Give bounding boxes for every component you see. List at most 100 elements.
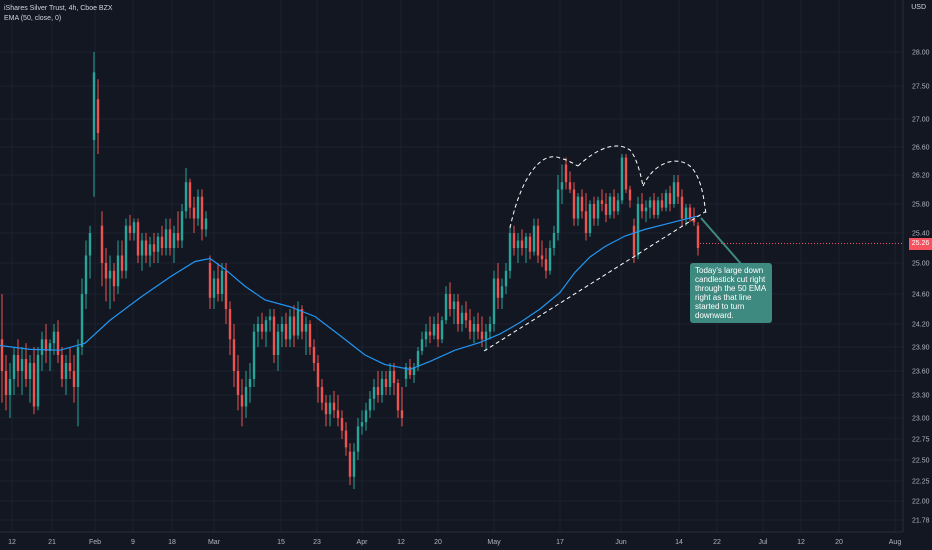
candle-body [240,395,244,407]
y-tick-label: 26.20 [912,173,930,180]
candle-body [696,225,700,248]
candle-body [500,286,504,298]
candle-body [504,270,508,287]
candle-body [616,200,620,212]
candle-body [408,367,412,375]
x-tick-label: 18 [168,539,176,546]
candle-body [248,379,252,387]
candle-body [332,402,336,411]
candle-body [580,196,584,212]
candle-body [432,324,436,336]
candle-body [60,355,64,379]
candle-body [84,255,88,294]
candle-body [556,189,560,233]
candle-body [104,263,108,279]
candle-body [268,316,272,321]
candle-body [52,331,56,344]
candle-body [64,363,68,379]
candle-body [4,371,8,395]
candle-body [80,294,84,347]
chart-legend: iShares Silver Trust, 4h, Cboe BZX EMA (… [4,4,113,24]
candle-body [44,339,48,351]
candle-body [624,157,628,190]
candle-body [456,301,460,324]
x-tick-label: Jul [759,539,768,546]
candle-body [112,270,116,287]
candle-body [32,363,36,407]
candle-body [604,204,608,215]
x-tick-label: 12 [797,539,805,546]
candle-body [280,324,284,332]
y-tick-label: 24.20 [912,322,930,329]
x-tick-label: 9 [131,539,135,546]
candle-body [20,359,24,371]
candle-body [628,189,632,201]
candle-body [380,379,384,395]
candle-body [668,193,672,204]
candle-body [224,270,228,309]
candle-body [96,99,100,133]
candle-body [12,355,16,379]
candle-body [488,324,492,332]
y-tick-label: 25.00 [912,261,930,268]
candle-body [40,339,44,355]
candle-body [496,278,500,298]
candle-body [260,324,264,332]
candle-body [464,312,468,321]
candle-body [508,233,512,271]
candle-body [416,351,420,367]
candle-body [452,301,456,309]
left-shoulder-arc [509,156,579,229]
candle-body [516,240,520,248]
candle-body [340,418,344,431]
candle-body [672,182,676,204]
candle-body [520,240,524,248]
candle-body [172,233,176,248]
y-tick-label: 22.75 [912,437,930,444]
x-tick-label: 12 [8,539,16,546]
candle-body [364,410,368,423]
candle-body [188,182,192,208]
candle-body [448,294,452,309]
candle-body [532,225,536,252]
candle-body [256,324,260,332]
candle-body [312,347,316,363]
candle-body [200,196,204,230]
candle-body [372,387,376,399]
candle-body [544,259,548,271]
candle-body [8,379,12,395]
candle-body [180,211,184,241]
candle-body [308,324,312,347]
candle-body [304,324,308,332]
candle-body [232,339,236,371]
candle-body [132,222,136,233]
x-tick-label: 21 [48,539,56,546]
candle-body [168,229,172,248]
candle-body [164,229,168,248]
candle-body [176,233,180,241]
candle-body [148,244,152,256]
x-tick-label: May [487,539,501,546]
candle-body [664,193,668,208]
candle-body [620,157,624,201]
annotation-callout: Today's large down candlestick cut right… [690,263,772,323]
y-tick-label: 21.78 [912,518,930,525]
candle-body [344,430,348,448]
y-tick-label: 23.00 [912,416,930,423]
candle-body [292,316,296,336]
candle-body [564,164,568,183]
candle-body [216,278,220,294]
candle-body [56,331,60,355]
candle-body [528,236,532,252]
x-tick-label: 17 [556,539,564,546]
candle-body [568,182,572,190]
candle-body [140,240,144,256]
candle-body [512,233,516,248]
candle-body [692,218,696,223]
candle-body [608,196,612,215]
candle-body [420,339,424,351]
candle-body [588,204,592,233]
candle-body [576,196,580,219]
candle-body [76,347,80,387]
